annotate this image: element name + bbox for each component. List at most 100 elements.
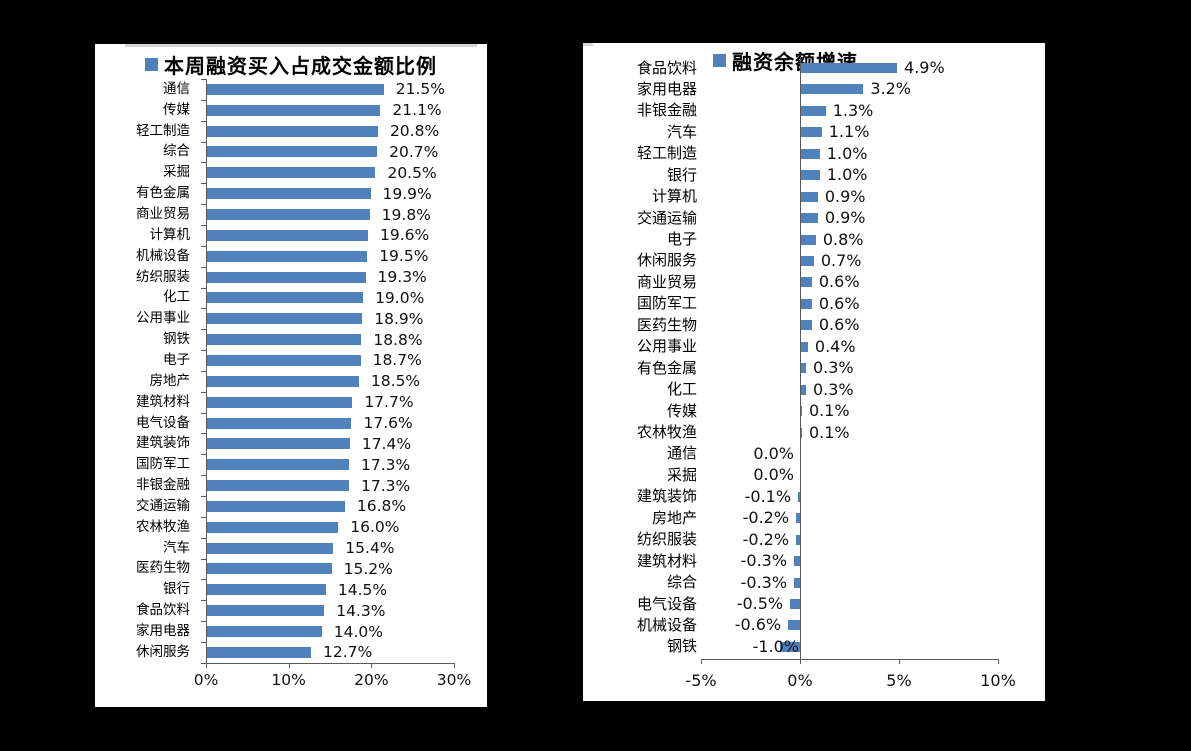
category-label: 机械设备 [136, 247, 190, 264]
bar [206, 542, 334, 554]
x-axis-tick-label: 10% [271, 671, 306, 689]
category-tick-mark [201, 433, 206, 435]
category-label: 医药生物 [136, 560, 190, 577]
value-label: 18.5% [370, 372, 421, 391]
bar [800, 363, 806, 374]
category-tick-mark [201, 120, 206, 122]
category-label: 非银金融 [636, 101, 697, 120]
chart-panel-financing-buy-ratio: 本周融资买入占成交金额比例 通信 21.5% 传媒 21.1% 轻工制造 20.8% 综合 2… [95, 44, 487, 707]
category-label: 轻工制造 [636, 144, 697, 163]
bar [206, 521, 339, 533]
x-axis-tick-label: 30% [436, 671, 472, 689]
bar [206, 250, 368, 262]
value-label: 17.4% [361, 434, 412, 453]
bar [206, 417, 352, 429]
bar [800, 298, 812, 309]
category-tick-mark [201, 370, 206, 372]
category-tick-mark [201, 579, 206, 581]
category-label: 银行 [163, 581, 190, 598]
plot-area: 通信 21.5% 传媒 21.1% 轻工制造 20.8% 综合 20.7% 采掘 20.5% 有色金… [95, 44, 487, 707]
category-tick-mark [201, 454, 206, 456]
value-axis-tick-mark [899, 659, 900, 664]
bar [206, 438, 350, 450]
category-tick-mark [201, 245, 206, 247]
value-label: 0.0% [753, 465, 794, 485]
category-label: 公用事业 [136, 310, 190, 327]
category-tick-mark [201, 496, 206, 497]
x-axis-tick-label: -5% [685, 671, 717, 690]
category-label: 机械设备 [636, 615, 697, 634]
category-tick-mark [201, 516, 206, 518]
bar [206, 271, 366, 283]
category-axis-line [206, 79, 207, 663]
value-label: 1.0% [826, 165, 868, 185]
category-label: 休闲服务 [636, 251, 697, 270]
category-label: 电子 [666, 230, 697, 249]
category-label: 传媒 [666, 401, 697, 420]
bar [800, 277, 812, 288]
category-label: 建筑材料 [636, 551, 697, 570]
bar [206, 146, 378, 158]
category-label: 汽车 [666, 122, 697, 141]
category-label: 非银金融 [136, 477, 190, 494]
bar [206, 188, 371, 200]
value-label: 0.7% [820, 250, 862, 270]
category-label: 有色金属 [136, 185, 190, 202]
value-label: -0.2% [742, 508, 790, 528]
category-tick-mark [201, 141, 206, 143]
chart-panel-financing-balance-growth: 融资余额增速 食品饮料 4.9% 家用电器 3.2% 非银金融 1.3% 汽车 1.1% 轻工制… [583, 43, 1045, 701]
bar [800, 170, 820, 181]
category-tick-mark [201, 621, 206, 623]
value-label: 19.6% [380, 226, 430, 245]
value-label: -0.5% [736, 594, 784, 614]
category-label: 商业贸易 [636, 272, 697, 291]
value-label: 21.1% [392, 101, 442, 120]
value-label: 0.9% [824, 186, 866, 206]
bar [206, 292, 364, 304]
category-axis-line [800, 57, 801, 659]
category-label: 家用电器 [636, 79, 697, 98]
bar [794, 577, 800, 588]
category-label: 传媒 [163, 101, 190, 118]
bar [800, 320, 812, 331]
value-label: 18.7% [372, 351, 422, 370]
category-tick-mark [201, 475, 206, 477]
value-label: -0.3% [740, 551, 788, 571]
value-label: 19.9% [382, 184, 432, 203]
value-label: 14.5% [337, 580, 388, 599]
category-label: 综合 [666, 573, 697, 592]
bar [206, 167, 376, 179]
category-label: 纺织服装 [136, 268, 190, 285]
category-tick-mark [201, 204, 206, 206]
category-label: 轻工制造 [136, 122, 190, 139]
value-label: -0.3% [740, 572, 788, 592]
value-label: 1.0% [826, 143, 868, 163]
value-label: 0.8% [822, 229, 864, 249]
bar [206, 563, 332, 575]
bar [206, 83, 384, 95]
value-axis-line [701, 659, 998, 660]
value-label: 14.3% [336, 601, 386, 620]
value-label: 0.6% [818, 272, 860, 292]
category-label: 化工 [163, 289, 190, 306]
category-label: 商业贸易 [136, 206, 190, 223]
category-tick-mark [201, 350, 206, 352]
category-label: 家用电器 [136, 623, 190, 640]
category-tick-mark [201, 224, 206, 226]
x-axis-tick-label: 0% [193, 671, 219, 689]
category-label: 建筑装饰 [636, 487, 697, 506]
category-tick-mark [201, 391, 206, 393]
value-label: -0.6% [734, 615, 782, 635]
bar [800, 255, 814, 266]
legend-swatch-icon [145, 58, 158, 71]
category-label: 交通运输 [136, 497, 190, 514]
bar [206, 104, 381, 116]
bar [790, 599, 800, 610]
value-label: 0.1% [808, 422, 850, 442]
bar [206, 605, 325, 617]
category-tick-mark [201, 99, 206, 101]
x-axis-tick-label: 0% [787, 671, 813, 690]
category-label: 公用事业 [636, 337, 697, 356]
value-label: 19.3% [377, 268, 427, 287]
bar [800, 384, 806, 395]
